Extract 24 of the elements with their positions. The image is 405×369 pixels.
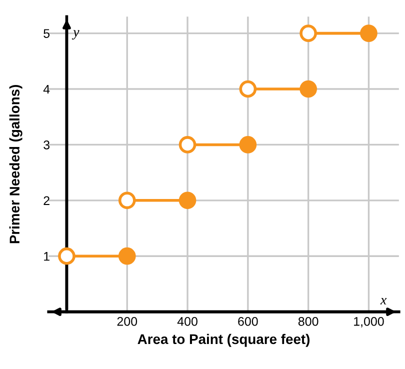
annotation: x: [380, 298, 387, 304]
point: [58, 247, 76, 265]
x-axis-title: Area to Paint (square feet): [138, 334, 310, 347]
y-tick-label: 5: [44, 29, 50, 38]
y-tick-label: 2: [44, 196, 50, 205]
point: [118, 247, 136, 265]
point: [239, 80, 257, 98]
x-tick-label: 1,000: [354, 316, 384, 328]
point: [360, 24, 378, 42]
point: [178, 192, 196, 210]
x-tick-label: 600: [238, 316, 258, 326]
point: [239, 136, 257, 154]
point: [300, 24, 317, 42]
y-tick-label: 4: [43, 84, 50, 94]
annotation: y: [72, 30, 80, 40]
x-tick-label: 400: [177, 316, 198, 326]
point: [300, 80, 317, 98]
point: [118, 192, 136, 210]
y-tick-label: 1: [44, 252, 50, 261]
y-tick-label: 3: [44, 140, 50, 150]
x-tick-label: 800: [298, 316, 318, 326]
x-tick-label: 200: [117, 316, 138, 326]
y-axis-title: Primer Needed (gallons): [9, 85, 22, 244]
point: [178, 136, 196, 154]
